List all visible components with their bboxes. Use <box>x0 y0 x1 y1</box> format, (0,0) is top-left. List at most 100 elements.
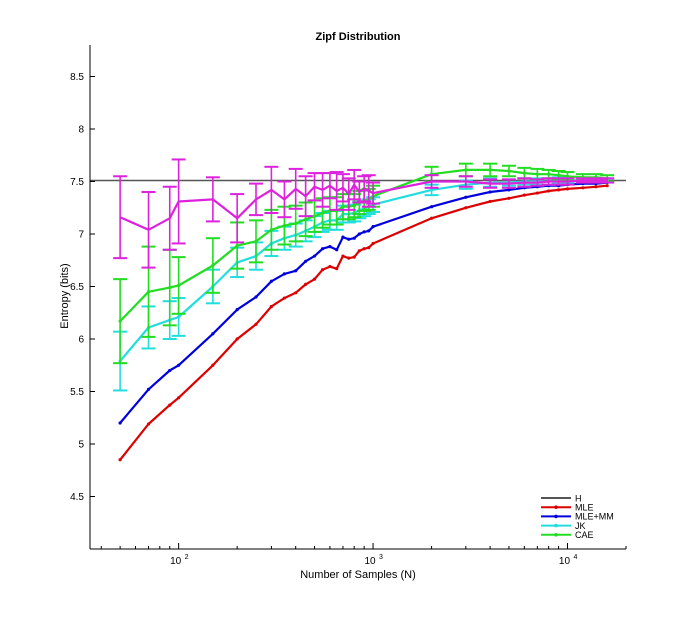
series-unlabeled <box>113 158 615 269</box>
data-point <box>464 206 468 210</box>
data-point <box>335 248 339 252</box>
data-point <box>594 185 598 189</box>
data-point <box>464 168 468 172</box>
data-point <box>341 205 345 209</box>
legend-marker <box>554 533 558 537</box>
data-point <box>371 241 375 246</box>
legend-marker <box>554 523 558 528</box>
data-point <box>341 254 345 258</box>
chart-title: Zipf Distribution <box>316 31 401 43</box>
data-point <box>328 264 332 269</box>
data-point <box>507 196 511 200</box>
data-point <box>357 232 361 236</box>
data-point <box>312 277 317 281</box>
y-tick-label: 4.5 <box>70 492 84 503</box>
data-point <box>235 308 239 312</box>
data-point <box>362 247 366 251</box>
data-point <box>118 319 122 323</box>
data-point <box>211 263 215 268</box>
y-tick-label: 8.5 <box>70 72 84 83</box>
y-tick-label: 5.5 <box>70 387 84 398</box>
data-point <box>367 229 371 233</box>
data-point <box>168 403 172 407</box>
data-point <box>488 190 492 194</box>
data-point <box>320 268 325 272</box>
data-point <box>535 172 539 176</box>
series-line <box>119 184 608 461</box>
legend-marker <box>554 514 558 519</box>
data-point <box>177 396 181 400</box>
data-point <box>341 235 345 239</box>
legend-entry: JK <box>541 521 586 531</box>
data-point <box>294 221 298 226</box>
legend-label: H <box>575 493 582 503</box>
data-point <box>211 363 215 367</box>
data-point <box>522 193 526 197</box>
data-point <box>294 269 298 273</box>
data-point <box>312 214 317 218</box>
data-point <box>282 224 287 228</box>
data-point <box>464 195 468 199</box>
data-point <box>294 291 298 295</box>
data-point <box>282 296 287 300</box>
series-mle <box>118 184 609 462</box>
data-point <box>269 304 274 309</box>
data-point <box>146 422 151 426</box>
data-point <box>177 283 181 288</box>
y-tick-label: 5 <box>78 440 84 451</box>
data-point <box>269 279 274 283</box>
data-point <box>429 216 434 220</box>
data-point <box>320 211 325 215</box>
data-point <box>547 189 551 193</box>
data-point <box>282 272 287 276</box>
x-tick-exponent: 2 <box>185 554 189 561</box>
data-point <box>565 187 570 191</box>
data-point <box>312 254 317 258</box>
y-tick-label: 7 <box>78 230 84 241</box>
data-point <box>507 169 511 173</box>
data-point <box>269 228 274 232</box>
data-point <box>168 368 172 373</box>
y-tick-label: 8 <box>78 125 84 136</box>
data-point <box>362 230 366 234</box>
data-point <box>320 247 325 251</box>
data-point <box>335 267 339 271</box>
legend-label: CAE <box>575 530 594 540</box>
legend-entry: H <box>541 493 582 503</box>
data-point <box>352 204 356 208</box>
series-line <box>119 168 608 322</box>
legend-marker <box>554 505 558 510</box>
data-point <box>168 285 172 290</box>
data-point <box>488 199 492 204</box>
data-point <box>429 205 434 209</box>
data-point <box>304 282 308 286</box>
data-point <box>556 188 561 192</box>
data-point <box>177 363 181 367</box>
legend-entry: MLE+MM <box>541 512 614 522</box>
data-point <box>304 259 308 263</box>
x-tick-exponent: 3 <box>379 554 383 561</box>
data-point <box>581 186 585 190</box>
data-point <box>146 290 151 294</box>
data-point <box>118 421 122 425</box>
data-point <box>347 237 351 241</box>
data-point <box>507 188 511 192</box>
data-point <box>328 245 332 249</box>
x-tick-label: 10 <box>364 556 376 567</box>
y-tick-label: 6.5 <box>70 282 84 293</box>
data-point <box>347 256 351 260</box>
data-point <box>254 322 258 326</box>
data-point <box>371 225 375 229</box>
data-point <box>254 239 258 243</box>
legend-label: MLE+MM <box>575 512 614 522</box>
y-tick-label: 6 <box>78 335 84 346</box>
data-point <box>556 173 561 177</box>
data-point <box>235 337 239 341</box>
y-axis-label: Entropy (bits) <box>59 263 71 328</box>
data-point <box>235 243 239 248</box>
legend-entry: MLE <box>541 503 594 513</box>
data-point <box>429 188 434 192</box>
y-tick-label: 7.5 <box>70 177 84 188</box>
